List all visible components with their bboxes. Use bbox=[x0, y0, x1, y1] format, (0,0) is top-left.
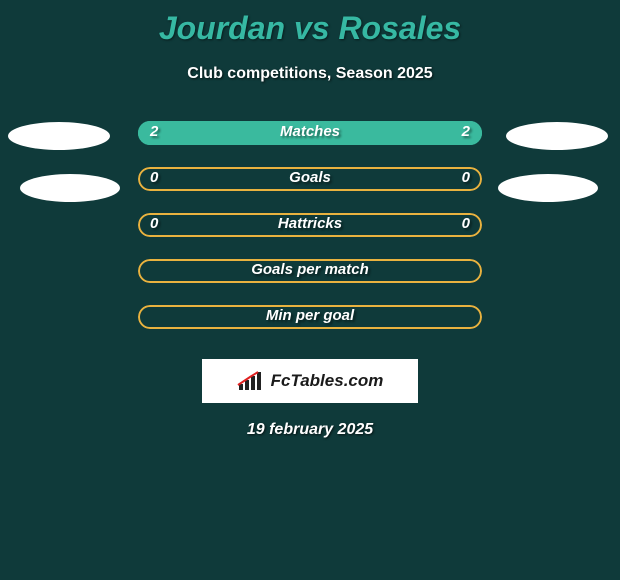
comparison-card: Jourdan vs Rosales Club competitions, Se… bbox=[0, 0, 620, 580]
stat-value-right: 0 bbox=[462, 169, 470, 186]
stat-bar bbox=[138, 305, 482, 329]
stat-row: Goals00 bbox=[0, 167, 620, 213]
date-line: 19 february 2025 bbox=[0, 421, 620, 439]
site-logo: FcTables.com bbox=[202, 359, 418, 403]
stat-rows: Matches22Goals00Hattricks00Goals per mat… bbox=[0, 121, 620, 351]
stat-value-left: 2 bbox=[150, 123, 158, 140]
stat-row: Min per goal bbox=[0, 305, 620, 351]
stat-value-right: 0 bbox=[462, 215, 470, 232]
page-title: Jourdan vs Rosales bbox=[0, 0, 620, 47]
stat-row: Matches22 bbox=[0, 121, 620, 167]
stat-bar bbox=[138, 167, 482, 191]
bar-chart-icon bbox=[237, 370, 265, 392]
stat-bar bbox=[138, 259, 482, 283]
stat-row: Hattricks00 bbox=[0, 213, 620, 259]
stat-value-right: 2 bbox=[462, 123, 470, 140]
stat-row: Goals per match bbox=[0, 259, 620, 305]
logo-text: FcTables.com bbox=[271, 371, 384, 391]
stat-bar bbox=[138, 213, 482, 237]
stat-bar bbox=[138, 121, 482, 145]
stat-value-left: 0 bbox=[150, 169, 158, 186]
subtitle: Club competitions, Season 2025 bbox=[0, 65, 620, 83]
stat-value-left: 0 bbox=[150, 215, 158, 232]
